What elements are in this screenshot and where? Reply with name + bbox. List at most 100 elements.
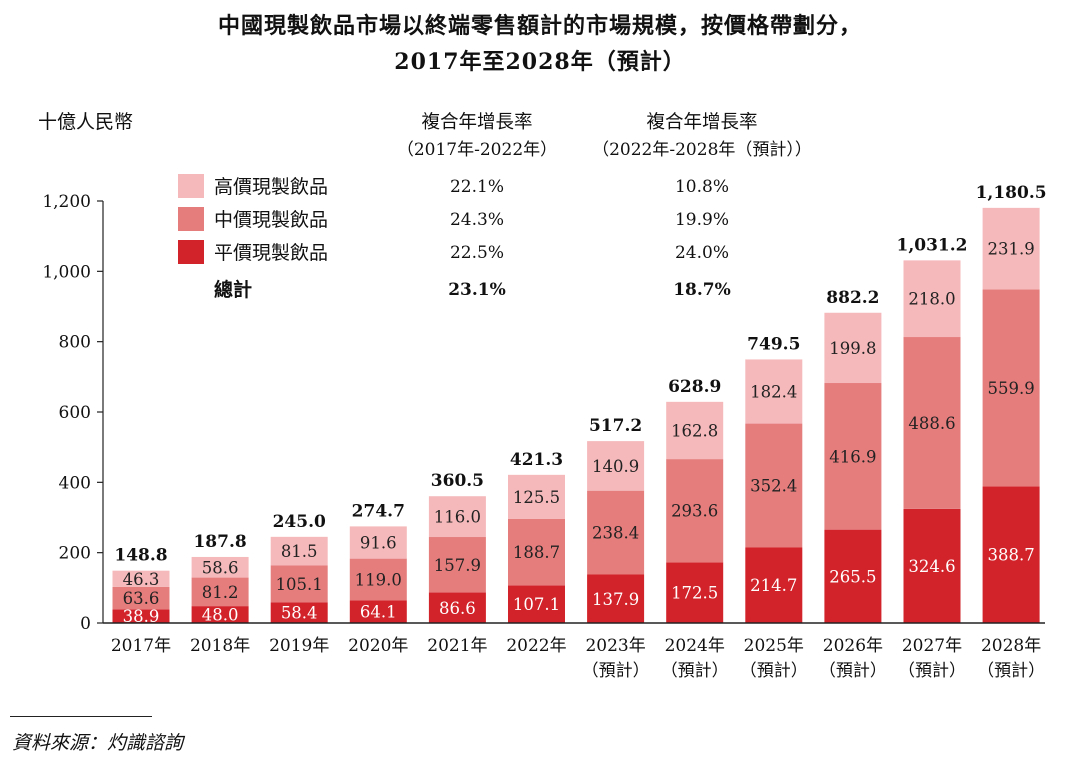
cagr-value-2022-2028: 24.0%	[675, 243, 729, 263]
segment-value-label: 64.1	[360, 603, 397, 622]
y-tick-label: 800	[59, 333, 91, 353]
bar-segment	[270, 602, 328, 623]
cagr-value-2017-2022: 23.1%	[448, 280, 506, 300]
bar-segment	[349, 600, 407, 623]
total-value-label: 245.0	[273, 512, 326, 532]
total-value-label: 517.2	[589, 416, 642, 436]
bar-segment	[191, 606, 249, 623]
segment-value-label: 231.9	[987, 240, 1034, 259]
bar-segment	[824, 529, 882, 623]
segment-value-label: 58.6	[202, 558, 239, 577]
segment-value-label: 38.9	[123, 607, 160, 626]
bar-segment	[191, 577, 249, 607]
x-tick-note: （預計）	[740, 661, 808, 681]
bar-segment	[270, 536, 328, 566]
x-tick-label: 2020年	[348, 636, 408, 656]
bar-segment	[666, 401, 724, 460]
segment-value-label: 86.6	[439, 599, 476, 618]
bar-segment	[508, 585, 565, 623]
total-value-label: 187.8	[193, 532, 246, 552]
bar-segment	[428, 496, 486, 538]
segment-value-label: 81.5	[281, 542, 318, 561]
total-value-label: 421.3	[510, 450, 563, 470]
segment-value-label: 488.6	[908, 414, 955, 433]
bar-segment	[112, 570, 170, 587]
x-tick-note: （預計）	[661, 661, 729, 681]
cagr-header-2-line2: （2022年-2028年（預計））	[592, 140, 812, 160]
y-tick-label: 200	[59, 544, 91, 564]
cagr-header-1-line1: 複合年增長率	[421, 112, 532, 133]
segment-value-label: 63.6	[123, 589, 160, 608]
x-tick-label: 2021年	[427, 636, 487, 656]
total-value-label: 360.5	[431, 471, 484, 491]
segment-value-label: 388.7	[987, 546, 1034, 565]
segment-value-label: 81.2	[202, 583, 239, 602]
x-tick-label: 2025年	[744, 636, 804, 656]
x-tick-label: 2028年	[981, 636, 1041, 656]
bar-segment	[428, 537, 486, 593]
cagr-value-2017-2022: 22.5%	[450, 243, 504, 263]
bar-segment	[112, 609, 170, 623]
segment-value-label: 125.5	[513, 488, 560, 507]
bar-segment	[745, 423, 803, 548]
bar-segment	[903, 260, 961, 338]
segment-value-label: 199.8	[829, 339, 876, 358]
total-value-label: 148.8	[114, 546, 167, 566]
cagr-header-1-line2: （2017年-2022年）	[397, 140, 557, 160]
y-axis-label: 十億人民幣	[38, 111, 133, 133]
y-tick-label: 1,200	[42, 192, 91, 212]
bar-segment	[982, 207, 1040, 290]
cagr-header-2-line1: 複合年增長率	[646, 112, 757, 133]
bar-segment	[745, 547, 803, 623]
x-tick-label: 2018年	[190, 636, 250, 656]
cagr-value-2022-2028: 19.9%	[675, 210, 729, 230]
segment-value-label: 58.4	[281, 604, 318, 623]
segment-value-label: 48.0	[202, 606, 239, 625]
legend-swatch	[178, 207, 204, 231]
bar-segment	[270, 565, 328, 603]
x-tick-note: （預計）	[582, 661, 650, 681]
segment-value-label: 324.6	[908, 557, 955, 576]
y-tick-label: 600	[59, 403, 91, 423]
segment-value-label: 352.4	[750, 477, 797, 496]
bar-segment	[587, 574, 645, 623]
bar-segment	[903, 508, 961, 623]
bar-segment	[745, 359, 803, 424]
y-tick-label: 0	[80, 614, 91, 634]
segment-value-label: 218.0	[908, 290, 955, 309]
cagr-value-2017-2022: 22.1%	[450, 177, 504, 197]
bar-segment	[982, 486, 1040, 623]
segment-value-label: 119.0	[355, 571, 402, 590]
bar-segment	[508, 474, 565, 519]
legend-label: 平價現製飲品	[214, 242, 328, 264]
total-value-label: 1,180.5	[976, 183, 1047, 203]
bar-segment	[587, 490, 645, 575]
segment-value-label: 293.6	[671, 502, 718, 521]
segment-value-label: 559.9	[987, 379, 1034, 398]
source-divider	[10, 716, 152, 717]
segment-value-label: 137.9	[592, 590, 639, 609]
chart-subtitle: 2017年至2028年（預計）	[394, 49, 686, 75]
total-value-label: 882.2	[826, 288, 879, 308]
bar-segment	[666, 562, 724, 623]
segment-value-label: 182.4	[750, 382, 797, 401]
x-tick-label: 2023年	[585, 636, 645, 656]
bar-segment	[903, 337, 961, 509]
x-tick-label: 2027年	[902, 636, 962, 656]
total-value-label: 274.7	[352, 501, 405, 521]
segment-value-label: 157.9	[434, 556, 481, 575]
segment-value-label: 188.7	[513, 543, 560, 562]
segment-value-label: 416.9	[829, 447, 876, 466]
total-value-label: 628.9	[668, 377, 721, 397]
segment-value-label: 105.1	[276, 575, 323, 594]
segment-value-label: 107.1	[513, 595, 560, 614]
chart-title: 中國現製飲品市場以終端零售額計的市場規模，按價格帶劃分，	[217, 14, 862, 39]
bar-segment	[982, 289, 1040, 487]
total-value-label: 1,031.2	[897, 235, 968, 255]
legend-label: 高價現製飲品	[214, 176, 328, 198]
source-note: 資料來源：灼識諮詢	[12, 732, 184, 754]
bar-segment	[587, 441, 645, 491]
cagr-value-2022-2028: 10.8%	[675, 177, 729, 197]
cagr-value-2022-2028: 18.7%	[673, 280, 731, 300]
